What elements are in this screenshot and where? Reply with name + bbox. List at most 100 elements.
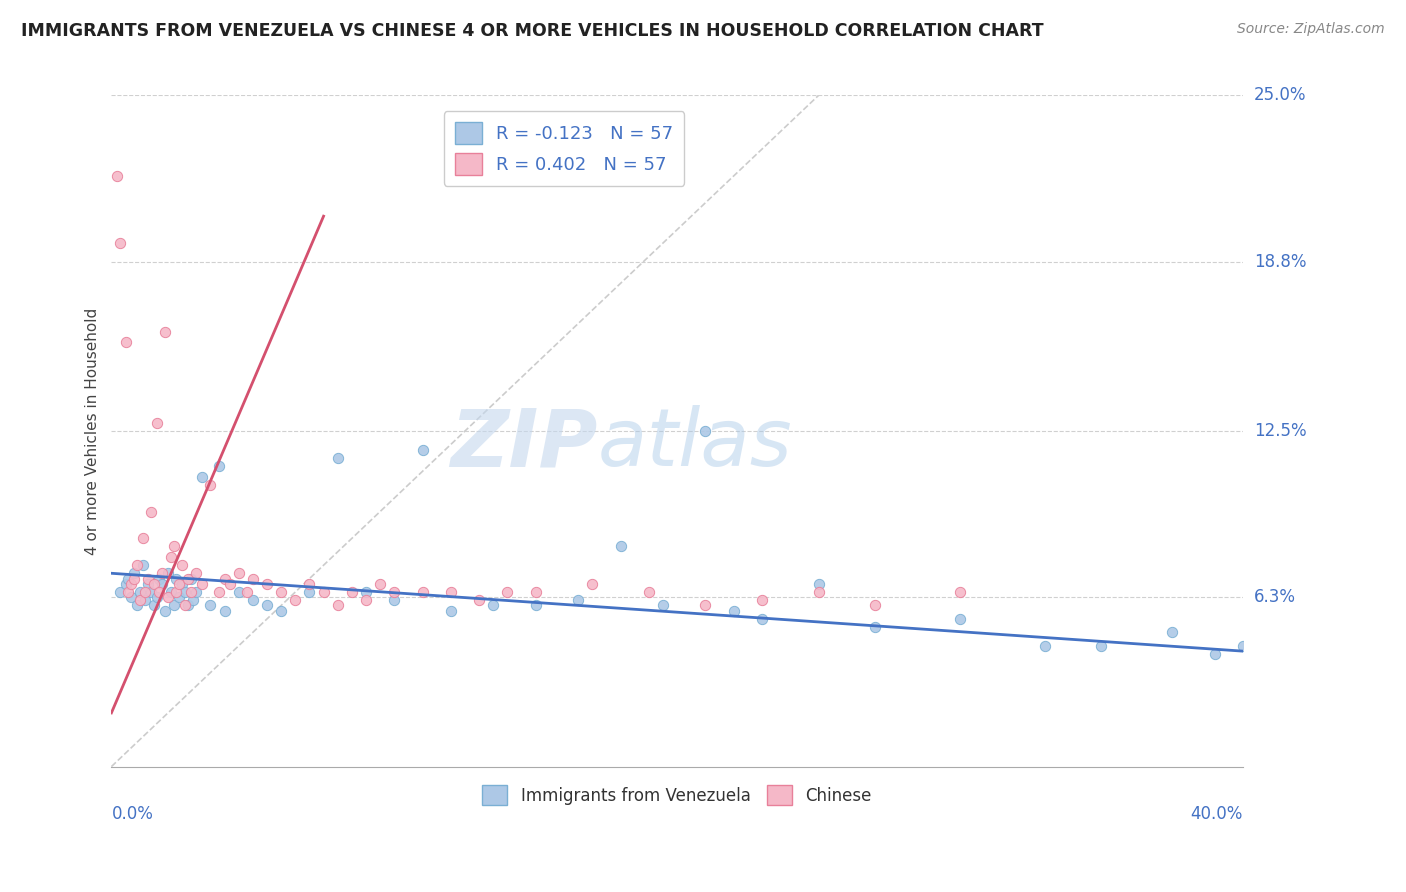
Point (125, 599, 148, 613)
Point (191, 577, 214, 591)
Point (191, 469, 214, 483)
Point (298, 585, 321, 599)
Point (751, 612, 773, 626)
Point (177, 599, 200, 613)
Point (150, 566, 173, 581)
Text: 12.5%: 12.5% (1254, 422, 1306, 440)
Point (1232, 639, 1254, 653)
Point (219, 577, 242, 591)
Text: Source: ZipAtlas.com: Source: ZipAtlas.com (1237, 22, 1385, 37)
Text: atlas: atlas (598, 405, 793, 483)
Point (148, 585, 170, 599)
Point (166, 585, 188, 599)
Point (108, 585, 131, 599)
Point (1161, 625, 1184, 640)
Point (354, 585, 377, 599)
Point (125, 558, 148, 573)
Point (208, 585, 231, 599)
Point (200, 599, 222, 613)
Point (120, 577, 142, 591)
Point (638, 585, 661, 599)
Point (524, 599, 547, 613)
Point (312, 585, 335, 599)
Point (153, 604, 176, 618)
Point (169, 591, 191, 605)
Point (122, 566, 145, 581)
Point (695, 599, 717, 613)
Point (172, 577, 194, 591)
Point (949, 585, 972, 599)
Point (172, 558, 194, 573)
Point (117, 572, 139, 586)
Point (863, 599, 886, 613)
Point (139, 504, 162, 518)
Point (863, 620, 886, 634)
Point (169, 577, 191, 591)
Point (270, 604, 292, 618)
Text: 0.0%: 0.0% (111, 805, 153, 823)
Point (440, 604, 463, 618)
Text: 40.0%: 40.0% (1191, 805, 1243, 823)
Point (807, 577, 830, 591)
Point (131, 532, 153, 546)
Point (150, 577, 173, 591)
Point (105, 169, 128, 183)
Point (256, 599, 278, 613)
Text: 25.0%: 25.0% (1254, 87, 1306, 104)
Point (183, 593, 205, 607)
Point (440, 585, 463, 599)
Point (117, 585, 139, 599)
Point (496, 585, 519, 599)
Text: 18.8%: 18.8% (1254, 252, 1306, 271)
Point (134, 593, 156, 607)
Point (382, 593, 405, 607)
Point (186, 585, 208, 599)
Point (581, 577, 603, 591)
Point (284, 593, 307, 607)
Point (134, 585, 156, 599)
Point (368, 577, 391, 591)
Point (114, 577, 136, 591)
Point (156, 591, 179, 605)
Point (142, 577, 165, 591)
Point (468, 593, 491, 607)
Point (200, 477, 222, 491)
Point (128, 585, 150, 599)
Point (114, 335, 136, 350)
Point (163, 540, 186, 554)
Point (136, 572, 159, 586)
Point (1090, 639, 1112, 653)
Point (695, 424, 717, 438)
Point (567, 593, 589, 607)
Point (340, 585, 363, 599)
Point (723, 604, 745, 618)
Point (326, 450, 349, 465)
Point (128, 593, 150, 607)
Point (354, 593, 377, 607)
Point (186, 566, 208, 581)
Point (136, 577, 159, 591)
Point (122, 572, 145, 586)
Point (139, 585, 162, 599)
Point (131, 558, 153, 573)
Point (214, 572, 236, 586)
Point (156, 566, 179, 581)
Text: ZIP: ZIP (450, 405, 598, 483)
Point (145, 416, 167, 430)
Point (807, 585, 830, 599)
Point (256, 577, 278, 591)
Legend: Immigrants from Venezuela, Chinese: Immigrants from Venezuela, Chinese (475, 779, 879, 812)
Point (609, 540, 631, 554)
Point (1204, 647, 1226, 661)
Point (180, 585, 202, 599)
Point (652, 599, 675, 613)
Point (159, 550, 181, 565)
Point (751, 593, 773, 607)
Y-axis label: 4 or more Vehicles in Household: 4 or more Vehicles in Household (86, 308, 100, 555)
Point (412, 585, 434, 599)
Point (177, 572, 200, 586)
Point (148, 572, 170, 586)
Point (949, 612, 972, 626)
Point (270, 585, 292, 599)
Point (166, 572, 188, 586)
